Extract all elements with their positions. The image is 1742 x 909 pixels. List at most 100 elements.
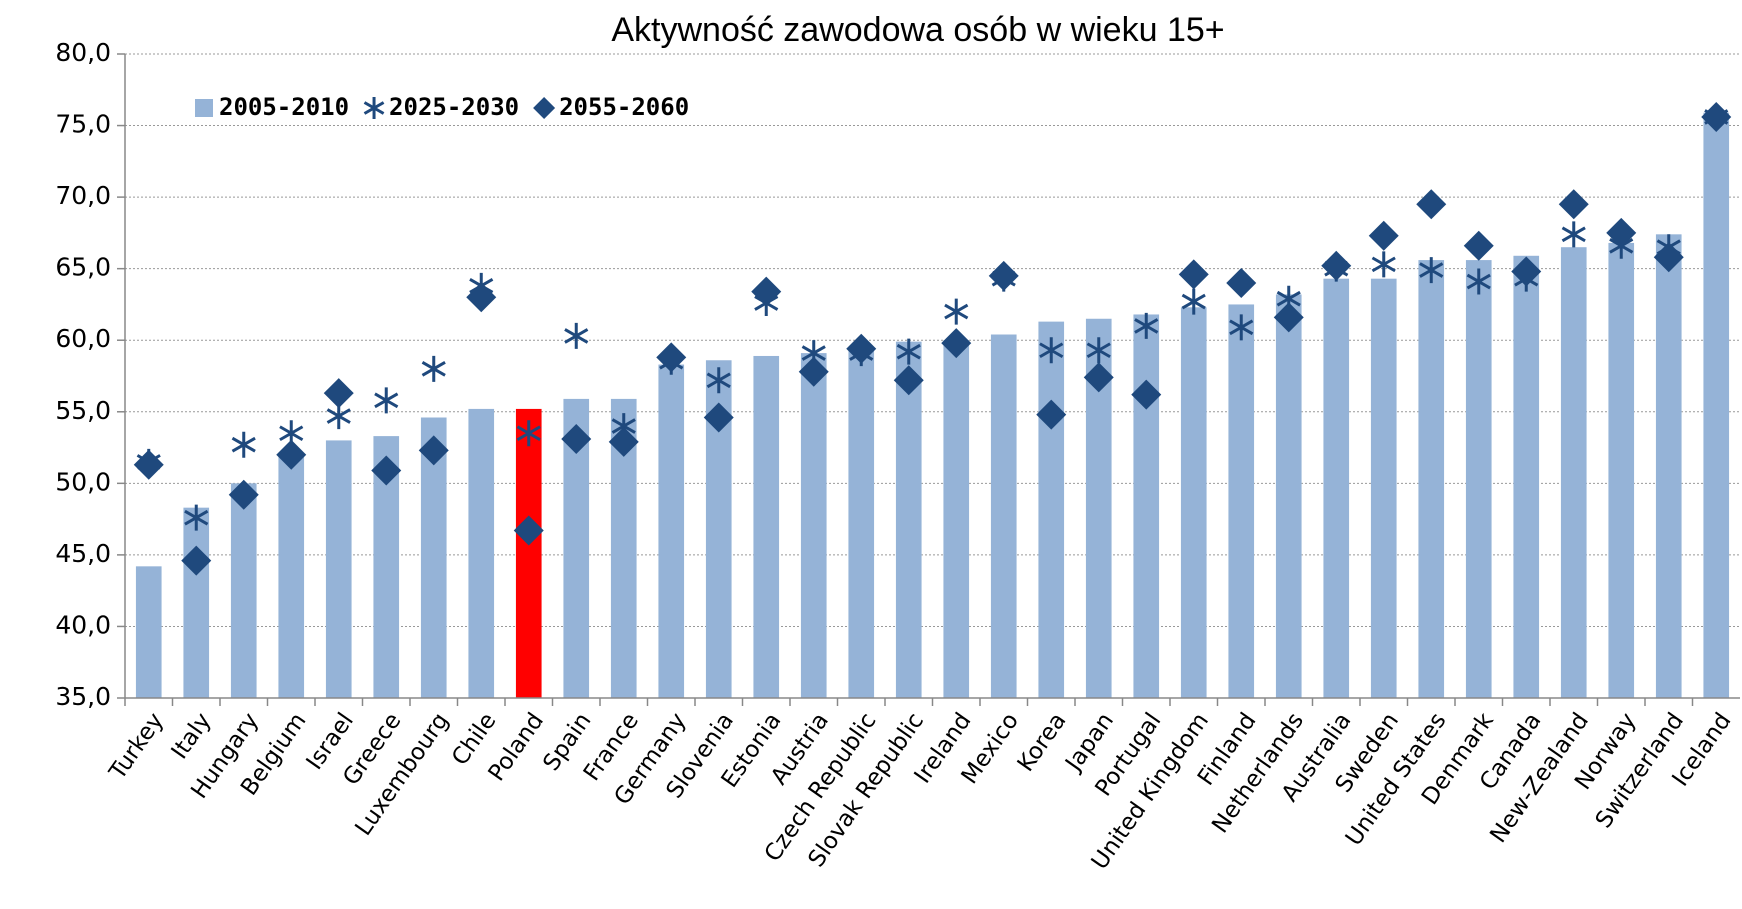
bar	[1655, 234, 1682, 698]
bar	[800, 353, 827, 698]
diamond-marker	[466, 282, 497, 313]
y-tick-label: 40,0	[55, 610, 111, 639]
diamond-marker	[608, 426, 639, 457]
diamond-marker	[703, 402, 734, 433]
diamond-marker	[751, 276, 782, 307]
diamond-marker	[228, 479, 259, 510]
y-tick-label: 50,0	[55, 467, 111, 496]
diamond-marker	[513, 515, 544, 546]
diamond-marker	[1606, 217, 1637, 248]
bar	[325, 440, 352, 698]
diamond-marker	[133, 449, 164, 480]
diamond-marker	[941, 328, 972, 359]
diamond-marker	[1321, 250, 1352, 281]
star-marker	[706, 367, 731, 394]
diamond-marker	[988, 260, 1019, 291]
diamond-marker	[323, 378, 354, 409]
bar	[1560, 247, 1587, 698]
diamond-marker	[1178, 259, 1209, 290]
diamond-marker	[1653, 242, 1684, 273]
diamond-marker	[418, 435, 449, 466]
x-tick-label: Turkey	[104, 708, 169, 785]
diamond-marker	[1273, 302, 1304, 333]
bar	[848, 347, 875, 698]
diamond-marker	[846, 333, 877, 364]
legend-label: 2005-2010	[219, 93, 349, 121]
bar	[1608, 242, 1635, 698]
bar	[1370, 278, 1397, 698]
bar	[990, 334, 1017, 698]
star-marker	[1181, 288, 1206, 315]
bar	[753, 355, 780, 698]
diamond-marker	[656, 342, 687, 373]
y-tick-label: 35,0	[55, 682, 111, 711]
y-tick-label: 60,0	[55, 324, 111, 353]
x-tick-label: Korea	[1013, 708, 1072, 776]
star-marker	[1561, 221, 1586, 248]
star-marker	[374, 387, 399, 414]
legend-label: 2025-2030	[389, 93, 519, 121]
bar	[658, 364, 685, 698]
bar	[515, 408, 542, 698]
diamond-marker	[1701, 101, 1732, 132]
y-tick-label: 55,0	[55, 396, 111, 425]
star-marker	[516, 420, 541, 447]
bar	[135, 566, 162, 698]
diamond-marker	[561, 423, 592, 454]
legend-swatch	[363, 97, 385, 119]
star-marker	[184, 504, 209, 531]
chart-title: Aktywność zawodowa osób w wieku 15+	[611, 11, 1224, 49]
bar	[468, 408, 495, 698]
bar	[1275, 294, 1302, 698]
bar	[278, 454, 305, 698]
y-tick-label: 70,0	[55, 181, 111, 210]
bar	[1228, 304, 1255, 698]
star-marker	[1371, 251, 1396, 278]
diamond-marker	[1036, 399, 1067, 430]
diamond-marker	[1558, 189, 1589, 220]
diamond-marker	[1131, 379, 1162, 410]
star-marker	[421, 355, 446, 382]
star-marker	[1419, 257, 1444, 284]
y-tick-label: 75,0	[55, 110, 111, 139]
diamond-marker	[371, 455, 402, 486]
bar	[1038, 321, 1065, 698]
y-tick-label: 80,0	[55, 38, 111, 67]
star-marker	[1134, 312, 1159, 339]
bar	[230, 483, 257, 698]
star-marker	[1086, 337, 1111, 364]
bar	[943, 340, 970, 698]
legend-swatch	[195, 99, 213, 117]
y-tick-label: 45,0	[55, 539, 111, 568]
y-tick-label: 65,0	[55, 253, 111, 282]
star-marker	[1466, 268, 1491, 295]
bar	[183, 507, 210, 698]
diamond-marker	[1511, 256, 1542, 287]
diamond-marker	[1368, 220, 1399, 251]
diamond-marker	[181, 545, 212, 576]
bar	[1513, 255, 1540, 698]
bar	[1465, 260, 1492, 698]
bar	[1133, 314, 1160, 698]
diamond-marker	[798, 356, 829, 387]
diamond-marker	[1463, 230, 1494, 261]
legend-swatch	[533, 97, 556, 119]
bar	[1180, 307, 1207, 698]
star-marker	[944, 298, 969, 325]
diamond-marker	[1083, 362, 1114, 393]
diamond-marker	[1226, 267, 1257, 298]
legend-label: 2055-2060	[559, 93, 689, 121]
bar	[895, 341, 922, 698]
bar	[1703, 112, 1730, 699]
diamond-marker	[276, 439, 307, 470]
star-marker	[231, 431, 256, 458]
star-marker	[1039, 337, 1064, 364]
bar	[1323, 278, 1350, 698]
diamond-marker	[893, 365, 924, 396]
star-marker	[1229, 314, 1254, 341]
bar	[1418, 260, 1445, 698]
diamond-marker	[1416, 189, 1447, 220]
star-marker	[564, 322, 589, 349]
star-marker	[896, 338, 921, 365]
